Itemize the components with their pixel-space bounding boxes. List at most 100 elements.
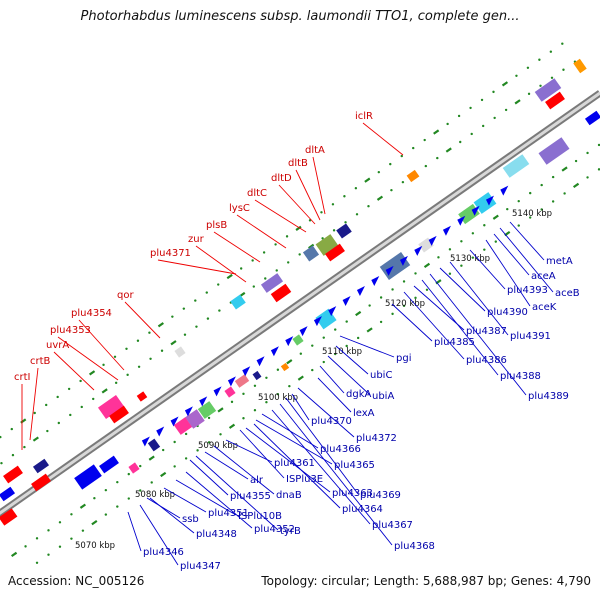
gene-arrow — [141, 436, 150, 447]
lower-gene-label: aceA — [531, 271, 556, 282]
lower-gene-label: plu4351 — [208, 508, 249, 519]
upper-gene-label: dltC — [247, 188, 267, 199]
gene-feature — [325, 243, 345, 262]
gene-arrow — [500, 185, 509, 196]
gene-arrow — [356, 286, 365, 297]
upper-gene-label: zur — [188, 234, 205, 245]
lower-gene-label: plu4389 — [528, 391, 569, 402]
lower-gene-label: plu4352 — [254, 524, 295, 535]
gene-feature — [3, 465, 23, 484]
gene-feature — [280, 362, 290, 372]
gene-arrow — [199, 396, 208, 407]
gene-feature — [32, 458, 50, 474]
kbp-label: 5100 kbp — [258, 393, 298, 403]
gene-feature — [224, 386, 236, 398]
lower-gene-label: lexA — [353, 408, 375, 419]
upper-gene-label: qor — [117, 290, 134, 301]
gene-feature — [573, 58, 587, 74]
gene-arrow — [385, 265, 394, 276]
accession-text: Accession: NC_005126 — [8, 574, 145, 588]
gene-feature — [302, 245, 320, 262]
gene-arrow — [428, 235, 437, 246]
gene-feature — [230, 294, 246, 310]
lower-gene-label: plu4391 — [510, 331, 551, 342]
lower-gene-label: plu4385 — [434, 337, 475, 348]
upper-gene-label: lysC — [229, 203, 250, 214]
gene-arrow — [442, 225, 451, 236]
gene-arrow — [184, 406, 193, 417]
gene-feature — [252, 370, 262, 381]
gene-arrow — [485, 195, 494, 206]
lower-gene-label: metA — [546, 256, 573, 267]
gene-feature — [136, 391, 148, 402]
lower-gene-label: plu4368 — [394, 541, 435, 552]
lower-gene-label: ssb — [182, 514, 199, 525]
gene-feature — [406, 169, 420, 183]
upper-gene-label: plu4371 — [150, 248, 191, 259]
lower-gene-label: plu4370 — [311, 416, 352, 427]
kbp-label: 5090 kbp — [198, 441, 238, 451]
lower-gene-label: plu4393 — [507, 285, 548, 296]
gene-arrow — [213, 386, 222, 397]
lower-gene-label: plu4364 — [342, 504, 383, 515]
gene-feature — [31, 473, 51, 492]
gene-arrow — [457, 215, 466, 226]
lower-gene-label: ubiC — [370, 370, 392, 381]
upper-gene-label: dltD — [271, 173, 292, 184]
gene-feature — [197, 401, 217, 419]
kbp-label: 5120 kbp — [385, 299, 425, 309]
gene-feature — [502, 154, 530, 178]
gene-feature — [109, 405, 129, 424]
gene-feature — [584, 110, 600, 126]
gene-feature — [97, 394, 125, 420]
gene-feature — [234, 374, 250, 388]
gene-feature — [260, 273, 284, 293]
lower-gene-label: dgkA — [346, 389, 371, 400]
lower-gene-label: tyrB — [280, 526, 301, 537]
gene-arrow — [471, 205, 480, 216]
gene-feature — [534, 78, 562, 102]
kbp-label: 5110 kbp — [322, 347, 362, 357]
lower-gene-label: dnaB — [276, 490, 302, 501]
gene-feature — [315, 234, 339, 256]
lower-gene-label: plu4366 — [320, 444, 361, 455]
gene-arrow — [270, 346, 279, 357]
lower-gene-label: ubiA — [372, 391, 394, 402]
lower-gene-label: plu4387 — [466, 326, 507, 337]
backbone — [0, 90, 600, 518]
gene-feature — [173, 417, 193, 435]
gene-arrow — [256, 356, 265, 367]
lower-gene-label: ISPlu3E — [286, 474, 323, 485]
gene-feature — [538, 137, 570, 165]
upper-gene-label: plsB — [206, 220, 227, 231]
gene-feature — [336, 223, 352, 239]
kbp-label: 5070 kbp — [75, 541, 115, 551]
lower-gene-label: ISPlu10B — [238, 511, 282, 522]
gene-arrow — [299, 326, 308, 337]
gene-arrow — [371, 275, 380, 286]
gene-feature — [545, 91, 565, 110]
gene-arrow — [313, 316, 322, 327]
lower-gene-label: plu4367 — [372, 520, 413, 531]
lower-gene-label: plu4355 — [230, 491, 271, 502]
upper-gene-label: dltB — [288, 158, 308, 169]
kbp-label: 5140 kbp — [512, 209, 552, 219]
gene-features — [0, 58, 600, 526]
kbp-labels: 5070 kbp 5080 kbp 5090 kbp 5100 kbp 5110 kbp… — [75, 209, 552, 551]
lower-gene-label: aceB — [555, 288, 580, 299]
lower-gene-label: plu4348 — [196, 529, 237, 540]
lower-gene-label: plu4347 — [180, 561, 221, 572]
lower-gene-label: plu4363 — [332, 488, 373, 499]
gene-feature — [74, 464, 102, 490]
gene-arrow — [156, 426, 165, 437]
gene-arrow — [399, 255, 408, 266]
lower-gene-label: plu4390 — [487, 307, 528, 318]
kbp-label: 5080 kbp — [135, 490, 175, 500]
upper-gene-label: uvrA — [46, 340, 69, 351]
gene-feature — [0, 486, 16, 502]
lower-gene-label: plu4388 — [500, 371, 541, 382]
lower-gene-label: aceK — [532, 302, 557, 313]
gene-arrow — [414, 245, 423, 256]
gene-feature — [379, 251, 411, 281]
